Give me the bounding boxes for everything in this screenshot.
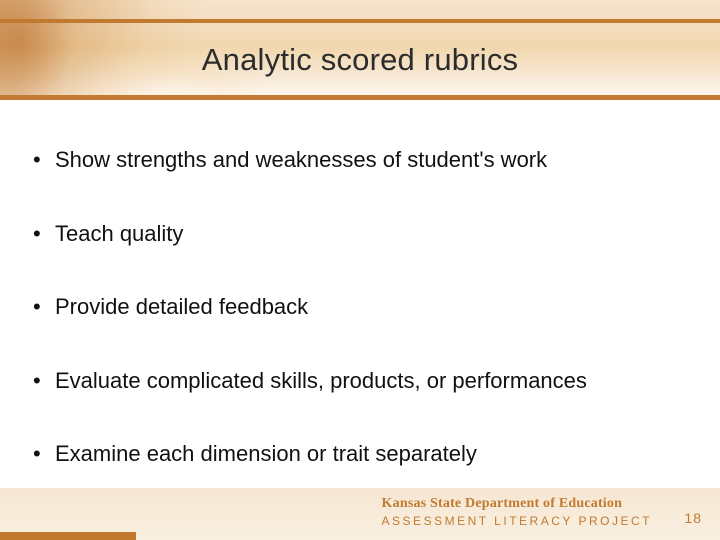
header-rule-top <box>0 19 720 23</box>
slide-footer: Kansas State Department of Education ASS… <box>0 480 720 540</box>
bullet-item: Examine each dimension or trait separate… <box>30 440 690 468</box>
footer-text-block: Kansas State Department of Education ASS… <box>382 496 652 528</box>
footer-project: ASSESSMENT LITERACY PROJECT <box>382 514 652 528</box>
bullet-list: Show strengths and weaknesses of student… <box>30 146 690 468</box>
header-rule-bottom <box>0 95 720 100</box>
slide-title: Analytic scored rubrics <box>0 42 720 78</box>
page-number: 18 <box>684 510 702 526</box>
bullet-item: Teach quality <box>30 220 690 248</box>
bullet-item: Evaluate complicated skills, products, o… <box>30 367 690 395</box>
bullet-item: Provide detailed feedback <box>30 293 690 321</box>
footer-department: Kansas State Department of Education <box>382 496 652 512</box>
footer-accent-bar <box>0 532 136 540</box>
slide: Analytic scored rubrics Show strengths a… <box>0 0 720 540</box>
slide-body: Show strengths and weaknesses of student… <box>0 108 720 540</box>
bullet-item: Show strengths and weaknesses of student… <box>30 146 690 174</box>
slide-header: Analytic scored rubrics <box>0 0 720 108</box>
